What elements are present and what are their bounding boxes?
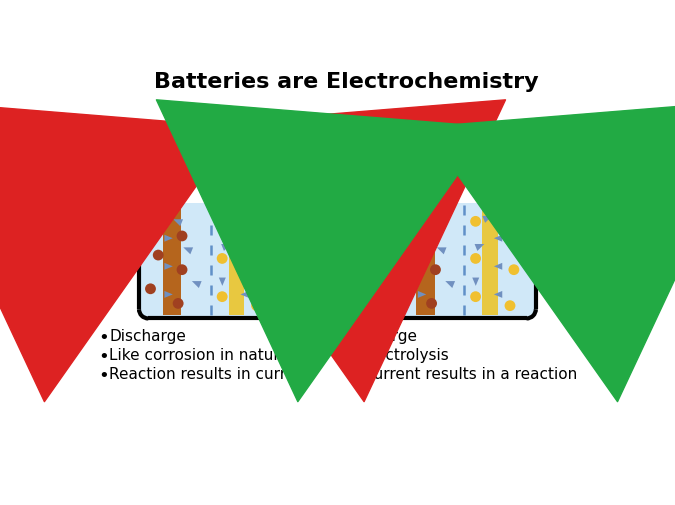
Polygon shape: [184, 248, 193, 255]
Polygon shape: [494, 235, 502, 242]
Text: Batteries are Electrochemistry: Batteries are Electrochemistry: [154, 71, 538, 91]
Circle shape: [173, 298, 184, 309]
Bar: [163, 164, 182, 315]
Text: •: •: [99, 347, 109, 365]
Polygon shape: [192, 282, 202, 288]
Circle shape: [251, 300, 262, 312]
Circle shape: [153, 250, 163, 261]
Polygon shape: [418, 263, 426, 270]
Bar: [140, 204, 281, 318]
Bar: [394, 204, 535, 318]
Polygon shape: [472, 278, 479, 286]
Circle shape: [145, 220, 156, 231]
Circle shape: [199, 140, 219, 160]
Circle shape: [426, 298, 437, 309]
Polygon shape: [418, 235, 426, 242]
Polygon shape: [418, 291, 426, 298]
Polygon shape: [483, 217, 492, 223]
Circle shape: [177, 265, 188, 276]
Polygon shape: [219, 278, 226, 286]
Circle shape: [430, 265, 441, 276]
Text: +: +: [460, 140, 474, 158]
Polygon shape: [240, 291, 249, 298]
Polygon shape: [229, 217, 239, 223]
Bar: [416, 164, 435, 315]
Text: •: •: [99, 328, 109, 346]
Text: Electrolysis: Electrolysis: [362, 347, 450, 362]
Circle shape: [505, 228, 516, 238]
Polygon shape: [240, 263, 249, 270]
Circle shape: [145, 284, 156, 294]
Circle shape: [470, 217, 481, 227]
Circle shape: [505, 300, 516, 312]
Bar: [229, 180, 244, 315]
Circle shape: [430, 231, 441, 242]
Polygon shape: [165, 263, 173, 270]
Polygon shape: [240, 235, 249, 242]
Circle shape: [450, 137, 476, 163]
Bar: [482, 180, 497, 315]
Circle shape: [255, 265, 266, 276]
Polygon shape: [437, 248, 447, 255]
Polygon shape: [494, 263, 502, 270]
Text: Reaction results in current: Reaction results in current: [109, 367, 311, 381]
Text: noble metal: noble metal: [235, 164, 309, 174]
Text: -: -: [454, 140, 461, 158]
Text: Like corrosion in nature: Like corrosion in nature: [109, 347, 289, 362]
Circle shape: [406, 250, 417, 261]
Polygon shape: [173, 220, 183, 227]
Polygon shape: [446, 282, 455, 288]
Text: noble metal: noble metal: [489, 164, 562, 174]
Text: •: •: [99, 367, 109, 384]
Text: •: •: [352, 347, 362, 365]
Text: •: •: [352, 328, 362, 346]
Polygon shape: [221, 244, 231, 251]
Circle shape: [470, 292, 481, 302]
Circle shape: [398, 220, 409, 231]
Circle shape: [177, 231, 188, 242]
Polygon shape: [165, 235, 173, 242]
Circle shape: [508, 265, 519, 276]
Polygon shape: [165, 291, 173, 298]
Text: •: •: [352, 367, 362, 384]
Circle shape: [398, 284, 409, 294]
Circle shape: [217, 292, 227, 302]
Circle shape: [470, 254, 481, 264]
Circle shape: [217, 254, 227, 264]
Text: Current results in a reaction: Current results in a reaction: [362, 367, 577, 381]
Circle shape: [251, 228, 262, 238]
Text: Discharge: Discharge: [109, 328, 186, 343]
Text: Charge: Charge: [362, 328, 418, 343]
Circle shape: [217, 217, 227, 227]
Polygon shape: [427, 220, 437, 227]
Polygon shape: [475, 244, 485, 251]
Polygon shape: [494, 291, 502, 298]
